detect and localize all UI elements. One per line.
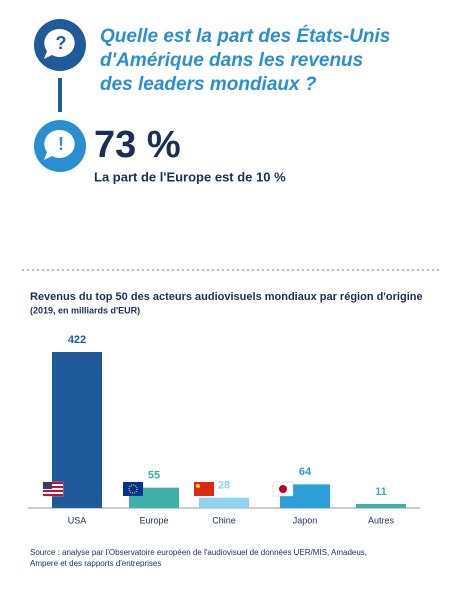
svg-text:!: ! xyxy=(58,134,64,154)
question-line: d'Amérique dans les revenus xyxy=(100,50,363,71)
flag-usa xyxy=(42,481,64,497)
source: Ampere et des rapports d'entreprises xyxy=(30,559,161,568)
chart-subtitle: (2019, en milliards d'EUR) xyxy=(30,305,140,315)
category-label: Europe xyxy=(139,515,168,525)
value-label: 55 xyxy=(148,470,160,482)
flag-china xyxy=(194,482,214,496)
category-label: Japon xyxy=(293,515,318,525)
value-label: 11 xyxy=(375,486,387,498)
question-line: Quelle est la part des États-Unis xyxy=(100,25,390,47)
category-label: USA xyxy=(68,515,87,525)
subheadline: La part de l'Europe est de 10 % xyxy=(94,169,286,184)
question-line: des leaders mondiaux ? xyxy=(100,74,317,95)
flag-japan xyxy=(272,481,294,497)
bar xyxy=(356,503,406,508)
source: Source : analyse par l'Observatoire euro… xyxy=(30,548,367,557)
bar xyxy=(199,497,249,508)
svg-text:?: ? xyxy=(56,33,67,53)
value-label: 422 xyxy=(68,334,86,346)
question-icon: ? xyxy=(34,19,86,71)
headline: 73 % xyxy=(94,124,181,166)
flag-eu xyxy=(123,482,143,496)
value-label: 28 xyxy=(218,480,230,492)
category-label: Chine xyxy=(212,515,236,525)
chart-title: Revenus du top 50 des acteurs audiovisue… xyxy=(30,291,423,303)
category-label: Autres xyxy=(368,515,395,525)
exclaim-icon: ! xyxy=(34,120,86,172)
value-label: 64 xyxy=(299,466,312,478)
